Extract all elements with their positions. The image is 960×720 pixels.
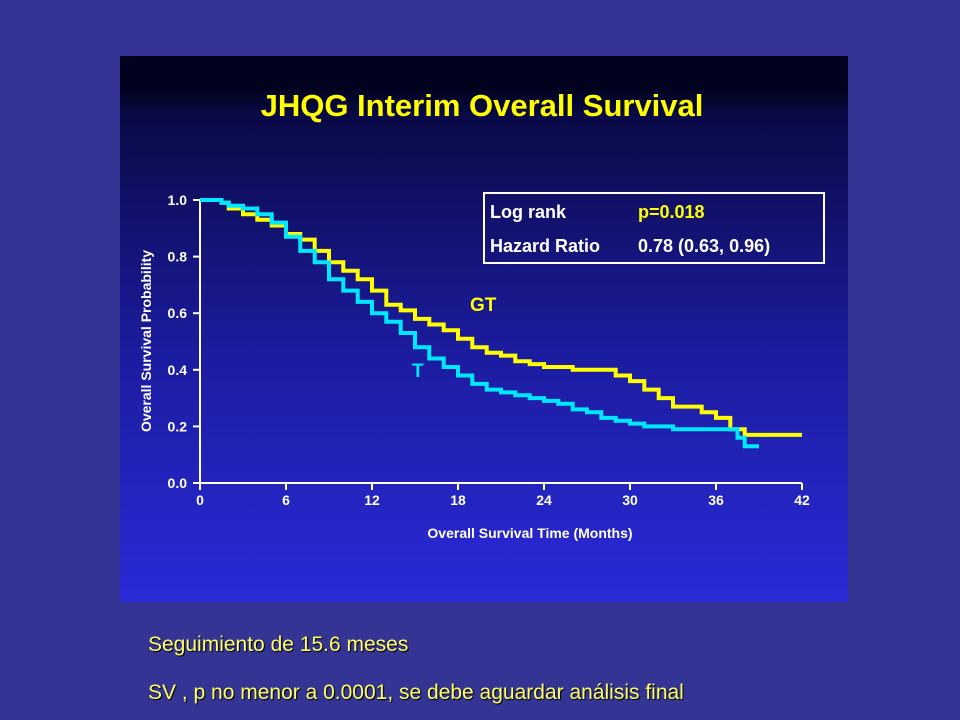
x-axis-label: Overall Survival Time (Months) (427, 525, 632, 541)
hazard-ratio-value: 0.78 (0.63, 0.96) (638, 236, 770, 256)
y-tick-label: 0.4 (168, 362, 188, 378)
y-tick-label: 1.0 (168, 192, 188, 208)
stats-box-frame (483, 192, 825, 264)
x-ticks: 0 6 12 18 24 30 36 42 (196, 483, 810, 508)
x-tick-label: 36 (708, 492, 724, 508)
series-line-gt (200, 198, 802, 437)
y-tick-label: 0.2 (168, 418, 188, 434)
survival-chart: JHQG Interim Overall Survival 0.00.20.40… (138, 88, 825, 541)
stats-box: Log rank p=0.018 Hazard Ratio 0.78 (0.63… (483, 192, 825, 264)
x-tick-label: 24 (536, 492, 552, 508)
y-tick-label: 0.8 (168, 249, 188, 265)
x-tick-label: 18 (450, 492, 466, 508)
series-lines (200, 198, 802, 449)
x-tick-label: 6 (282, 492, 290, 508)
caption-survival-note: SV , p no menor a 0.0001, se debe aguard… (148, 681, 684, 704)
y-axis-label: Overall Survival Probability (138, 250, 154, 432)
x-tick-label: 0 (196, 492, 204, 508)
caption-follow-up: Seguimiento de 15.6 meses (148, 633, 409, 656)
hazard-ratio-label: Hazard Ratio (490, 236, 600, 256)
chart-title: JHQG Interim Overall Survival (261, 88, 704, 123)
x-tick-label: 30 (622, 492, 638, 508)
axes (199, 200, 802, 484)
x-tick-label: 12 (364, 492, 380, 508)
y-tick-label: 0.0 (168, 475, 188, 491)
log-rank-label: Log rank (490, 202, 567, 222)
x-tick-label: 42 (794, 492, 810, 508)
series-label-t: T (412, 361, 424, 382)
chart-panel: JHQG Interim Overall Survival 0.0 0.2 0.4 0… (120, 56, 848, 602)
series-label-gt: GT (470, 295, 497, 316)
y-ticks: 0.0 0.2 0.4 0.6 0.8 1.0 (168, 192, 200, 491)
log-rank-value: p=0.018 (638, 202, 705, 222)
y-tick-label: 0.6 (168, 305, 188, 321)
series-line-t (200, 198, 759, 449)
